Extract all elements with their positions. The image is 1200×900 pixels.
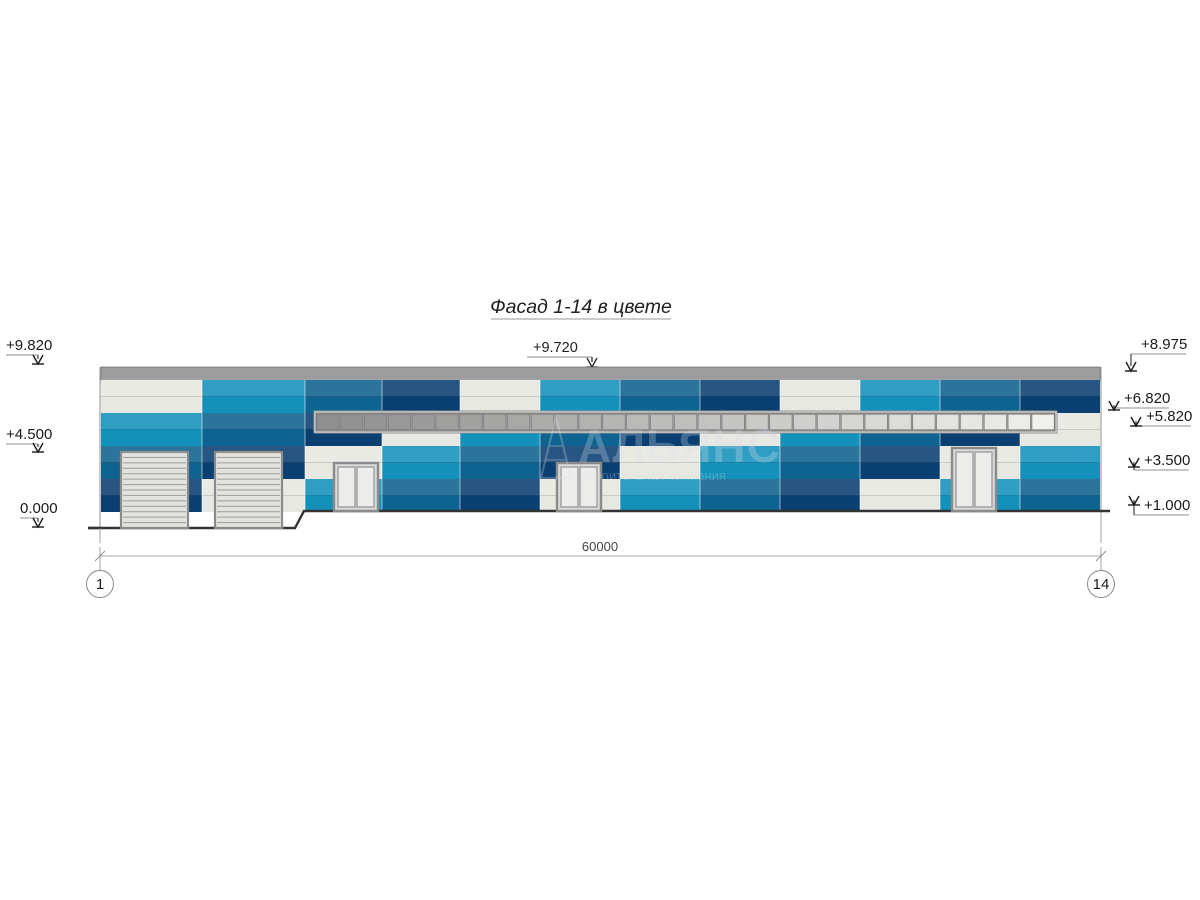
svg-text:Фасад 1-14 в цвете: Фасад 1-14 в цвете bbox=[490, 296, 672, 318]
svg-text:14: 14 bbox=[1093, 576, 1110, 593]
svg-text:+4.500: +4.500 bbox=[6, 426, 52, 443]
svg-text:+1.000: +1.000 bbox=[1144, 497, 1190, 514]
svg-text:60000: 60000 bbox=[582, 539, 618, 554]
svg-text:строительная компания: строительная компания bbox=[582, 468, 726, 483]
svg-text:+5.820: +5.820 bbox=[1146, 408, 1192, 425]
svg-text:+3.500: +3.500 bbox=[1144, 452, 1190, 469]
svg-text:+9.820: +9.820 bbox=[6, 337, 52, 354]
svg-text:+9.720: +9.720 bbox=[533, 340, 578, 356]
svg-text:АЛЬЯНС: АЛЬЯНС bbox=[578, 420, 781, 472]
svg-text:1: 1 bbox=[96, 576, 104, 593]
svg-text:0.000: 0.000 bbox=[20, 500, 58, 517]
svg-text:+8.975: +8.975 bbox=[1141, 336, 1187, 353]
svg-text:+6.820: +6.820 bbox=[1124, 390, 1170, 407]
